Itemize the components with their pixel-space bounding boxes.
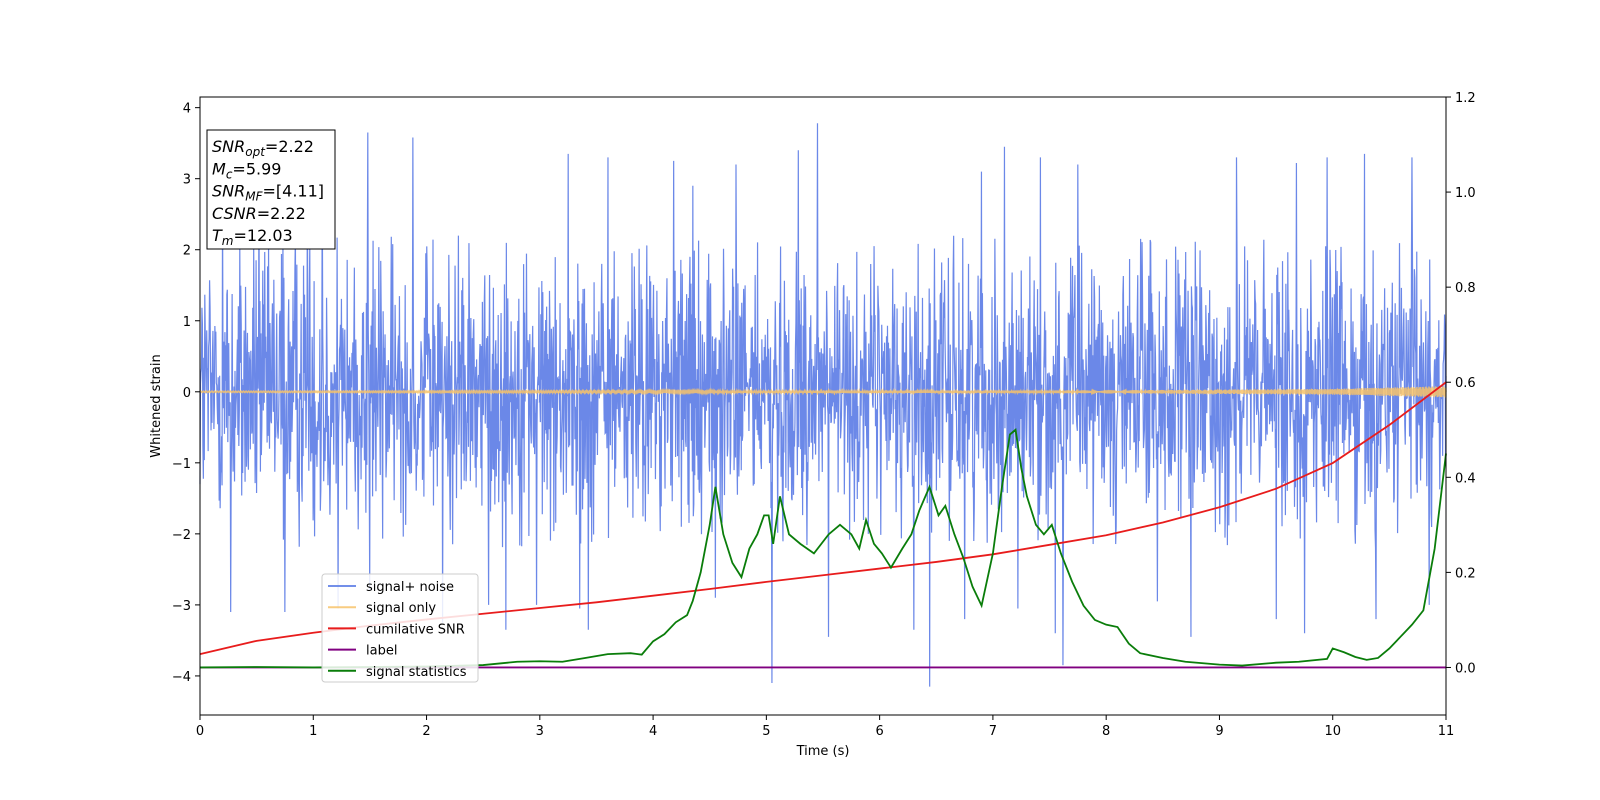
x-axis: 0 1 2 3 4 5 6 7 8 9 10 11 [196, 715, 1454, 739]
y-tick-label: 2 [183, 244, 191, 259]
x-tick-label: 4 [649, 724, 657, 739]
y2-tick-label: 1.0 [1455, 186, 1476, 201]
y-tick-label: 0 [183, 386, 191, 401]
x-tick-label: 6 [875, 724, 883, 739]
signal-noise-series [199, 123, 1447, 687]
x-tick-label: 10 [1324, 724, 1341, 739]
y2-tick-label: 0.8 [1455, 281, 1476, 296]
x-axis-label: Time (s) [796, 744, 850, 759]
y-tick-label: −4 [172, 670, 191, 685]
legend-entry: cumilative SNR [366, 622, 465, 637]
y2-tick-label: 0.6 [1455, 376, 1476, 391]
x-tick-label: 5 [762, 724, 770, 739]
y2-tick-label: 0.4 [1455, 471, 1476, 486]
y-axis-right: 1.2 1.0 0.8 0.6 0.4 0.2 0.0 [1446, 91, 1476, 676]
y2-tick-label: 0.0 [1455, 661, 1476, 676]
legend: signal+ noise signal only cumilative SNR la… [321, 573, 479, 683]
y-tick-label: −2 [172, 528, 191, 543]
x-tick-label: 2 [422, 724, 430, 739]
y-tick-label: 3 [183, 173, 191, 188]
x-tick-label: 11 [1438, 724, 1455, 739]
x-tick-label: 0 [196, 724, 204, 739]
legend-frame [321, 573, 479, 683]
x-tick-label: 3 [536, 724, 544, 739]
legend-entry: signal only [366, 601, 436, 616]
y2-tick-label: 1.2 [1455, 91, 1476, 106]
x-tick-label: 1 [309, 724, 317, 739]
legend-entry: label [366, 644, 397, 659]
legend-entry: signal+ noise [366, 580, 454, 595]
y-axis-label: Whitened strain [149, 354, 164, 457]
annotation-line: Mc=5.99 [212, 159, 281, 181]
x-tick-label: 8 [1102, 724, 1110, 739]
y-tick-label: 4 [183, 102, 191, 117]
annotation-line: SNRopt=2.22 [212, 137, 314, 159]
signal-noise-line [199, 123, 1447, 687]
annotation-line: SNRMF=[4.11] [212, 182, 324, 204]
y-axis-left: 4 3 2 1 0 −1 −2 −3 −4 [172, 102, 200, 685]
x-tick-label: 9 [1215, 724, 1223, 739]
signal-statistics-line [199, 428, 1447, 669]
legend-entry: signal statistics [366, 665, 467, 680]
annotation-line: CSNR=2.22 [212, 204, 306, 223]
y-tick-label: 1 [183, 315, 191, 330]
y2-tick-label: 0.2 [1455, 566, 1476, 581]
x-tick-label: 7 [989, 724, 997, 739]
signal-only-line [199, 386, 1447, 398]
y-tick-label: −3 [172, 599, 191, 614]
y-tick-label: −1 [172, 457, 191, 472]
annotation-frame [206, 129, 336, 250]
plot-frame [199, 96, 1447, 716]
annotation-line: Tm=12.03 [212, 226, 293, 248]
signal-only-series [199, 386, 1447, 398]
